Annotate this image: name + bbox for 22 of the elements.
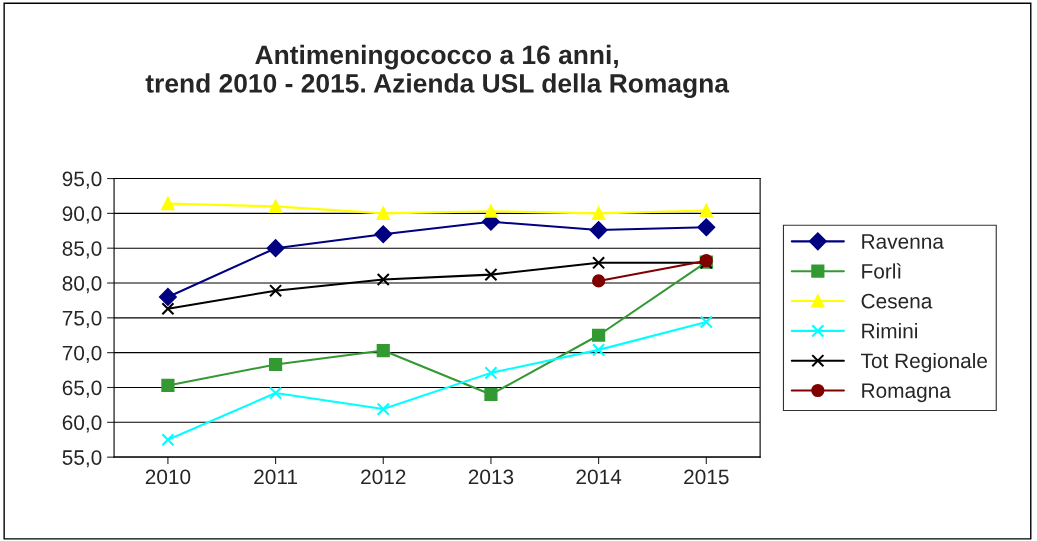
x-tick-label: 2010 — [145, 469, 191, 485]
legend-label: Cesena — [861, 293, 933, 309]
x-tick-label: 2015 — [684, 469, 729, 485]
x-tick-label: 2014 — [576, 469, 622, 485]
legend-label: Forlì — [862, 263, 901, 279]
x-tick-label: 2012 — [361, 469, 406, 485]
y-tick-label: 95,0 — [62, 171, 102, 189]
y-tick-label: 80,0 — [62, 276, 102, 294]
y-tick-label: 70,0 — [62, 345, 102, 363]
y-tick-label: 60,0 — [62, 415, 102, 433]
y-tick-label: 55,0 — [62, 450, 102, 468]
x-tick-label: 2011 — [254, 469, 297, 485]
legend-label: Ravenna — [862, 234, 944, 249]
x-tick-label: 2013 — [468, 469, 514, 485]
y-tick-label: 65,0 — [62, 380, 102, 398]
y-tick-label: 90,0 — [62, 206, 102, 224]
legend-label: Tot Regionale — [861, 352, 988, 373]
legend-label: Romagna — [862, 383, 951, 403]
chart-title: Antimeningococco a 16 anni, trend 2010 - 2015. Azienda USL della Romagna — [145, 44, 730, 99]
y-tick-label: 85,0 — [62, 241, 102, 259]
legend-label: Rimini — [862, 323, 918, 339]
y-tick-label: 75,0 — [62, 310, 102, 329]
